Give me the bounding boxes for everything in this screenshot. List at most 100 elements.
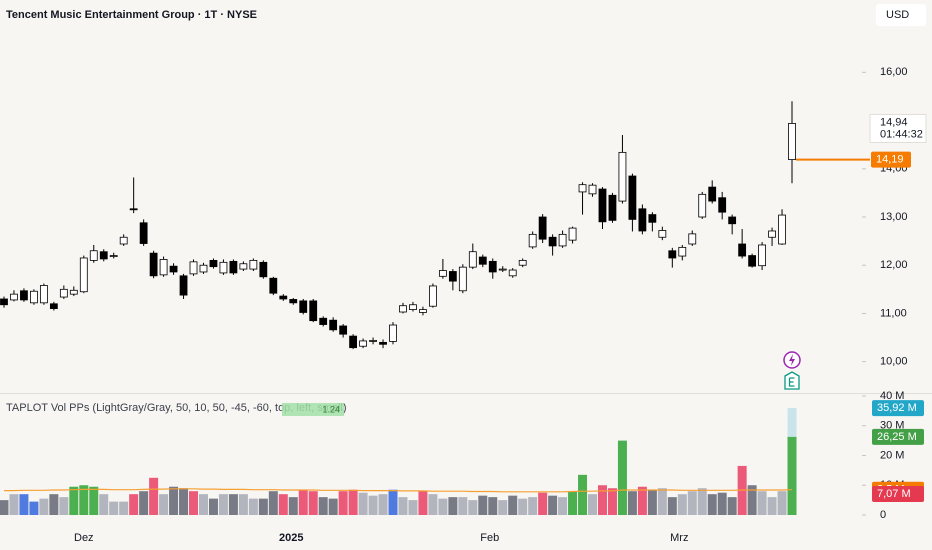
candle-body: [279, 295, 288, 300]
candle-body: [558, 233, 567, 247]
y-tick-label: 40 M: [880, 390, 904, 402]
candle-body: [389, 324, 397, 342]
candle-body: [269, 277, 278, 294]
candle-body: [638, 208, 647, 232]
axis-tag-box: [872, 485, 924, 502]
x-tick-label: Dez: [74, 532, 94, 544]
y-tick-label: 30 M: [880, 420, 904, 432]
candle-body: [658, 230, 667, 238]
candle-body: [678, 246, 687, 257]
candle-body: [738, 243, 747, 257]
candle-body: [438, 270, 447, 277]
candle-body: [329, 319, 338, 331]
volume-bar: [408, 500, 418, 515]
volume-bar: [189, 491, 199, 515]
volume-bar: [378, 494, 388, 515]
candle-body: [10, 293, 18, 301]
volume-bar: [218, 494, 228, 515]
last-price-label: 14,94: [880, 116, 908, 128]
volume-bar: [198, 494, 208, 515]
candle-body: [498, 268, 507, 271]
volume-bar: [747, 485, 757, 515]
candle-body: [49, 303, 58, 310]
axis-tag-box: [872, 428, 924, 445]
candle-body: [209, 259, 218, 268]
candle-body: [30, 290, 38, 304]
volume-bar: [208, 498, 218, 515]
volume-bar: [627, 491, 637, 515]
volume-bar: [727, 497, 737, 515]
candle-body: [189, 261, 198, 275]
candle-body: [379, 341, 387, 345]
volume-bar: [398, 497, 408, 515]
candle-body: [309, 300, 318, 322]
candle-body: [628, 175, 637, 220]
y-tick-label: 11,00: [880, 307, 907, 319]
axis-tag: 26,25 M: [872, 428, 924, 445]
volume-bar: [607, 488, 617, 515]
candle-body: [129, 208, 138, 211]
lightning: [789, 354, 795, 366]
y-tick-label: 20 M: [880, 449, 904, 461]
axis-tag-label: 35,92 M: [877, 402, 917, 414]
volume-bar: [558, 497, 568, 515]
y-tick-label: 13,00: [880, 211, 908, 223]
volume-bar: [358, 492, 368, 515]
currency[interactable]: USD: [886, 9, 909, 21]
candle-body: [259, 261, 268, 278]
volume-bar: [458, 497, 468, 515]
candle-body: [99, 251, 108, 260]
candle-body: [409, 304, 417, 310]
axis-tag-box: [872, 400, 924, 417]
candle-body: [588, 184, 597, 195]
volume-bar: [318, 497, 328, 515]
event-icons[interactable]: [783, 351, 801, 390]
price-line-tag: [871, 151, 911, 168]
candle-body: [528, 233, 537, 248]
currency-box[interactable]: [876, 4, 926, 26]
candle-body: [199, 264, 208, 273]
candle-body: [778, 214, 786, 245]
candle-body: [20, 290, 28, 301]
candle-body: [59, 288, 68, 298]
candle-body: [419, 309, 427, 313]
volume-bar: [99, 494, 109, 515]
volume-bar: [69, 486, 79, 515]
volume-bar: [568, 491, 578, 515]
volume-bar: [787, 436, 797, 515]
candle-body: [169, 265, 178, 273]
volume-bar: [637, 486, 647, 515]
candle-body: [109, 255, 118, 257]
candle-body: [89, 250, 98, 261]
volume-bar: [428, 494, 438, 515]
volume-bar: [498, 500, 508, 515]
volume-bar: [79, 485, 89, 515]
candle-body: [478, 256, 487, 265]
volume-bar: [767, 497, 777, 515]
earnings-e: [788, 377, 795, 387]
countdown: 01:44:32: [880, 128, 923, 140]
volume-bar: [268, 491, 278, 515]
candle-body: [119, 236, 128, 245]
volume-bar: [687, 491, 697, 515]
volume-bar: [368, 495, 378, 515]
candle-body: [429, 285, 437, 307]
volume-bar: [169, 486, 179, 515]
candle-body: [668, 250, 677, 259]
x-tick-label: 2025: [279, 532, 303, 544]
volume-bar: [548, 495, 558, 515]
volume-bar: [697, 488, 707, 515]
volume-bar: [159, 494, 169, 515]
volume-bar: [298, 489, 308, 515]
x-tick-label: Feb: [480, 532, 499, 544]
candle-body: [149, 252, 158, 277]
volume-bar: [717, 492, 727, 515]
candle-body: [548, 236, 557, 247]
volume-bar: [677, 494, 687, 515]
candle-body: [69, 289, 78, 295]
volume-bar: [468, 500, 478, 515]
y-tick-label: 10,00: [880, 356, 908, 368]
earnings-icon[interactable]: [784, 371, 800, 390]
candle-body: [698, 193, 707, 218]
